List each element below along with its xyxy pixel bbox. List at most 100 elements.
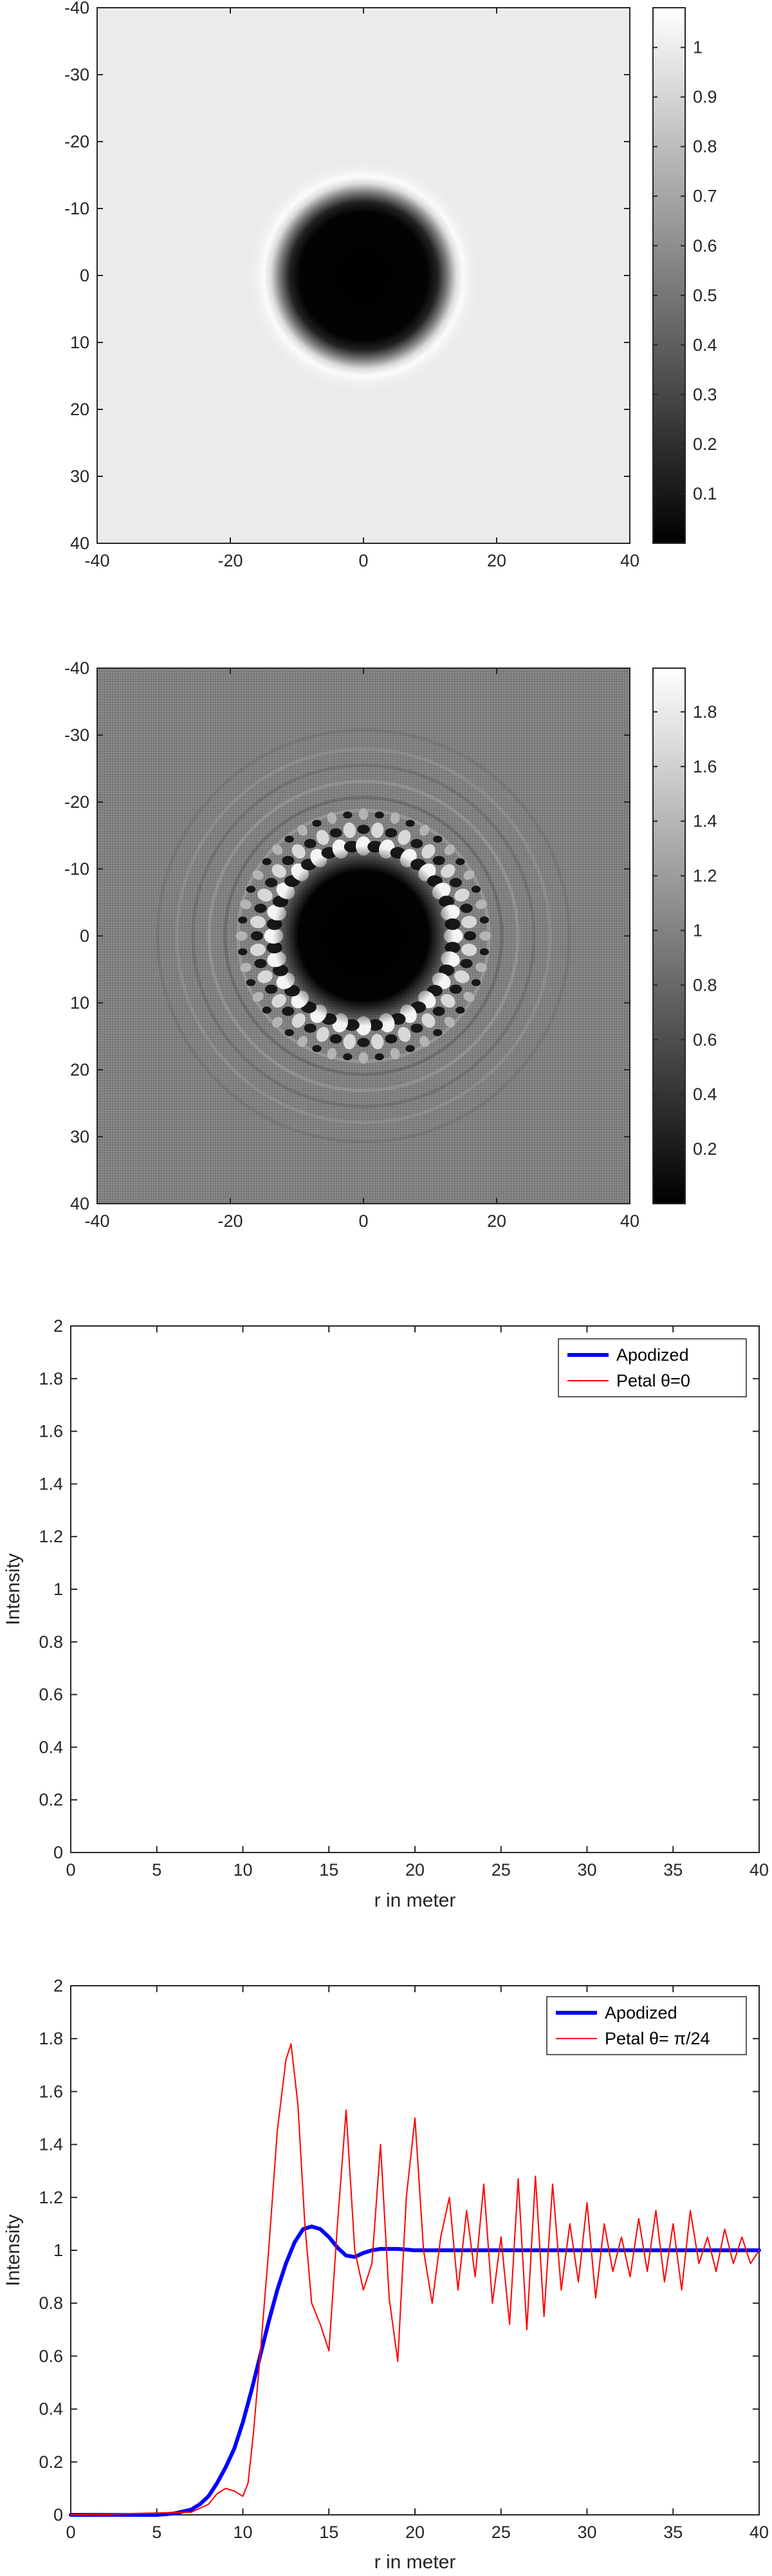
petal-lobe	[250, 915, 266, 929]
y-tick-label: 0.2	[39, 2452, 63, 2472]
petal-lobe	[343, 822, 356, 838]
petal-gap	[455, 858, 465, 866]
colorbar-tick-label: 0.6	[693, 236, 717, 256]
petal-lobe	[240, 899, 252, 910]
y-tick-label: 20	[70, 1060, 89, 1079]
y-tick-label: 1.6	[39, 2082, 63, 2101]
petal-lobe	[358, 808, 369, 820]
x-tick-label: 5	[152, 1860, 161, 1880]
apodized-series-line	[69, 2225, 761, 2517]
colorbar-tick-label: 0.5	[693, 286, 717, 305]
petal-lobe	[316, 1027, 329, 1042]
x-tick-label: 5	[152, 2523, 161, 2542]
x-tick-label: -20	[217, 1211, 243, 1231]
petal-ripple-ring	[223, 796, 504, 1076]
petal-lobe	[358, 1052, 369, 1064]
petal-ripple-ring	[175, 747, 552, 1125]
petal-gap	[432, 1006, 445, 1016]
petal-lobe	[479, 931, 492, 941]
x-tick-label: 10	[233, 2523, 252, 2542]
petal-lobe	[454, 888, 470, 902]
petal-lobe	[271, 864, 286, 878]
petal-lobe	[240, 962, 252, 973]
petal-lobe	[297, 825, 308, 836]
petal-gap	[254, 958, 267, 969]
petal-colorbar	[652, 667, 686, 1204]
petal-gap	[250, 931, 263, 941]
petal-lobe	[316, 830, 329, 845]
petal-y-axis: -40 -30 -20 -10 0 10 20 30 40	[64, 658, 630, 1213]
colorbar-tick-label: 0.6	[693, 1030, 717, 1049]
y-tick-label: 1.8	[39, 2029, 63, 2048]
y-tick-label: 1.4	[39, 2135, 63, 2154]
x-tick-label: 30	[577, 2523, 596, 2542]
petal-gap	[357, 825, 370, 834]
plot4-xlabel: r in meter	[374, 2552, 456, 2573]
petal-ripple-ring	[207, 779, 520, 1092]
colorbar-tick-label: 0.8	[693, 975, 717, 994]
petal-lobe	[257, 888, 273, 902]
petal-gap	[246, 979, 256, 986]
y-tick-label: 0.6	[39, 1685, 63, 1704]
x-tick-label: 0	[358, 551, 368, 570]
petal-lobe	[444, 844, 455, 855]
y-tick-label: 40	[70, 534, 89, 553]
petal-gap	[343, 1053, 353, 1061]
x-tick-label: 25	[492, 2523, 511, 2542]
y-tick-label: -20	[64, 792, 89, 812]
petal-lobe	[441, 994, 455, 1008]
petal-lobe	[250, 943, 266, 957]
apodized-colorbar-ticks: 0.1 0.2 0.3 0.4 0.5 0.6 0.7 0.8 0.9 1	[653, 38, 717, 503]
y-tick-label: 30	[70, 1127, 89, 1146]
y-tick-label: -30	[64, 725, 89, 745]
y-tick-label: 1.8	[39, 1369, 63, 1388]
y-tick-label: 0.4	[39, 1737, 63, 1757]
y-tick-label: -10	[64, 859, 89, 879]
x-tick-label: 10	[233, 1860, 252, 1880]
y-tick-label: 40	[70, 1194, 89, 1213]
x-tick-label: 0	[358, 1211, 368, 1231]
y-tick-label: 0.4	[39, 2400, 63, 2419]
plot4-legend-apodized-label: Apodized	[605, 2003, 677, 2022]
petal-gap	[432, 855, 445, 866]
y-tick-label: -20	[64, 132, 89, 151]
y-tick-label: 30	[70, 467, 89, 486]
y-tick-label: 1	[53, 2241, 63, 2260]
petal-gap	[405, 1045, 415, 1052]
petal-gap	[329, 828, 342, 838]
colorbar-tick-label: 0.2	[693, 1139, 717, 1159]
y-tick-label: 0.8	[39, 1632, 63, 1652]
petal-gap	[304, 1023, 317, 1033]
x-tick-label: 40	[620, 1211, 639, 1231]
plot3-legend-box	[558, 1338, 747, 1397]
x-tick-label: 35	[663, 1860, 683, 1880]
x-tick-label: 40	[749, 2523, 769, 2542]
petal-lobe	[235, 931, 248, 941]
y-tick-label: 0.8	[39, 2293, 63, 2313]
plot4-legend-petal-label: Petal θ= π/24	[605, 2029, 710, 2048]
y-tick-label: 0.2	[39, 1790, 63, 1809]
x-tick-label: 0	[66, 2523, 75, 2542]
petal-lobe	[461, 915, 477, 929]
petal-lobe	[475, 962, 487, 973]
x-tick-label: -20	[217, 551, 243, 570]
line-plot-theta-pi-24: 0 5 10 15 20 25 30 35 40 0 0.2 0.4 0.6 0.8 1 1.2 1.4 1.6 1…	[3, 1976, 769, 2573]
petal-lobe	[398, 1027, 411, 1042]
petal-lobe	[371, 1034, 384, 1050]
x-tick-label: 25	[492, 1860, 511, 1880]
petal-gap	[265, 878, 278, 888]
petal-lobe	[475, 899, 487, 910]
colorbar-tick-label: 0.2	[693, 434, 717, 454]
petal-gap	[282, 1006, 295, 1016]
petal-gap	[357, 1038, 370, 1047]
petal-lobe	[444, 1016, 455, 1028]
petal-gap	[471, 979, 481, 986]
petal-gap	[410, 839, 423, 848]
petal-gap	[238, 916, 248, 924]
petal-gap	[433, 1029, 443, 1036]
colorbar-tick-label: 0.3	[693, 385, 717, 404]
plot3-legend-petal-label: Petal θ=0	[616, 1371, 690, 1390]
petal-gap	[479, 948, 489, 956]
petal-colorbar-ticks: 0.2 0.4 0.6 0.8 1 1.2 1.4 1.6 1.8	[653, 702, 717, 1159]
x-tick-label: 35	[663, 2523, 683, 2542]
